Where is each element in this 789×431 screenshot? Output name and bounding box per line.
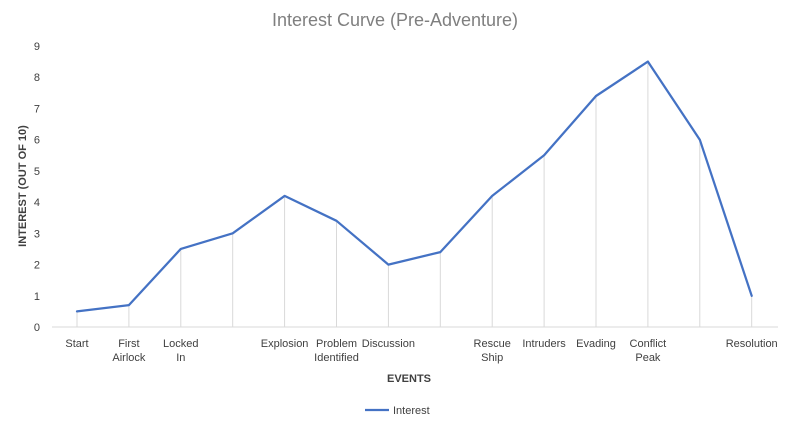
x-tick-label: Problem Identified: [314, 338, 359, 364]
series-line-interest: [75, 60, 753, 313]
drop-lines: [76, 61, 753, 327]
x-tick-label: Discussion: [362, 338, 415, 350]
x-tick-label: Resolution: [726, 338, 778, 350]
y-tick-label: 5: [34, 166, 40, 178]
y-tick-label: 7: [34, 103, 40, 115]
x-tick-label: Locked In: [163, 338, 198, 364]
legend: Interest: [365, 405, 430, 417]
series-group: [75, 60, 753, 313]
x-tick-label: Intruders: [522, 338, 566, 350]
y-axis-title: INTEREST (OUT OF 10): [17, 125, 29, 247]
y-tick-label: 4: [34, 197, 40, 209]
y-tick-label: 0: [34, 322, 40, 334]
x-tick-label: Evading: [576, 338, 616, 350]
x-axis-title: EVENTS: [387, 373, 431, 385]
x-tick-label: Start: [65, 338, 88, 350]
legend-label: Interest: [393, 405, 430, 417]
y-tick-label: 1: [34, 291, 40, 303]
x-tick-label: Rescue Ship: [474, 338, 511, 364]
y-tick-label: 2: [34, 260, 40, 272]
y-tick-label: 8: [34, 72, 40, 84]
x-tick-label: Conflict Peak: [630, 338, 667, 364]
x-tick-label: First Airlock: [112, 338, 146, 364]
y-tick-label: 9: [34, 41, 40, 53]
chart-title: Interest Curve (Pre-Adventure): [272, 10, 518, 30]
y-tick-label: 6: [34, 135, 40, 147]
y-axis-ticks: 0 1 2 3 4 5 6 7 8 9: [34, 41, 40, 334]
x-axis-ticks: Start First Airlock Locked In Explosion Proble…: [65, 338, 778, 364]
x-tick-label: Explosion: [261, 338, 309, 350]
y-tick-label: 3: [34, 228, 40, 240]
